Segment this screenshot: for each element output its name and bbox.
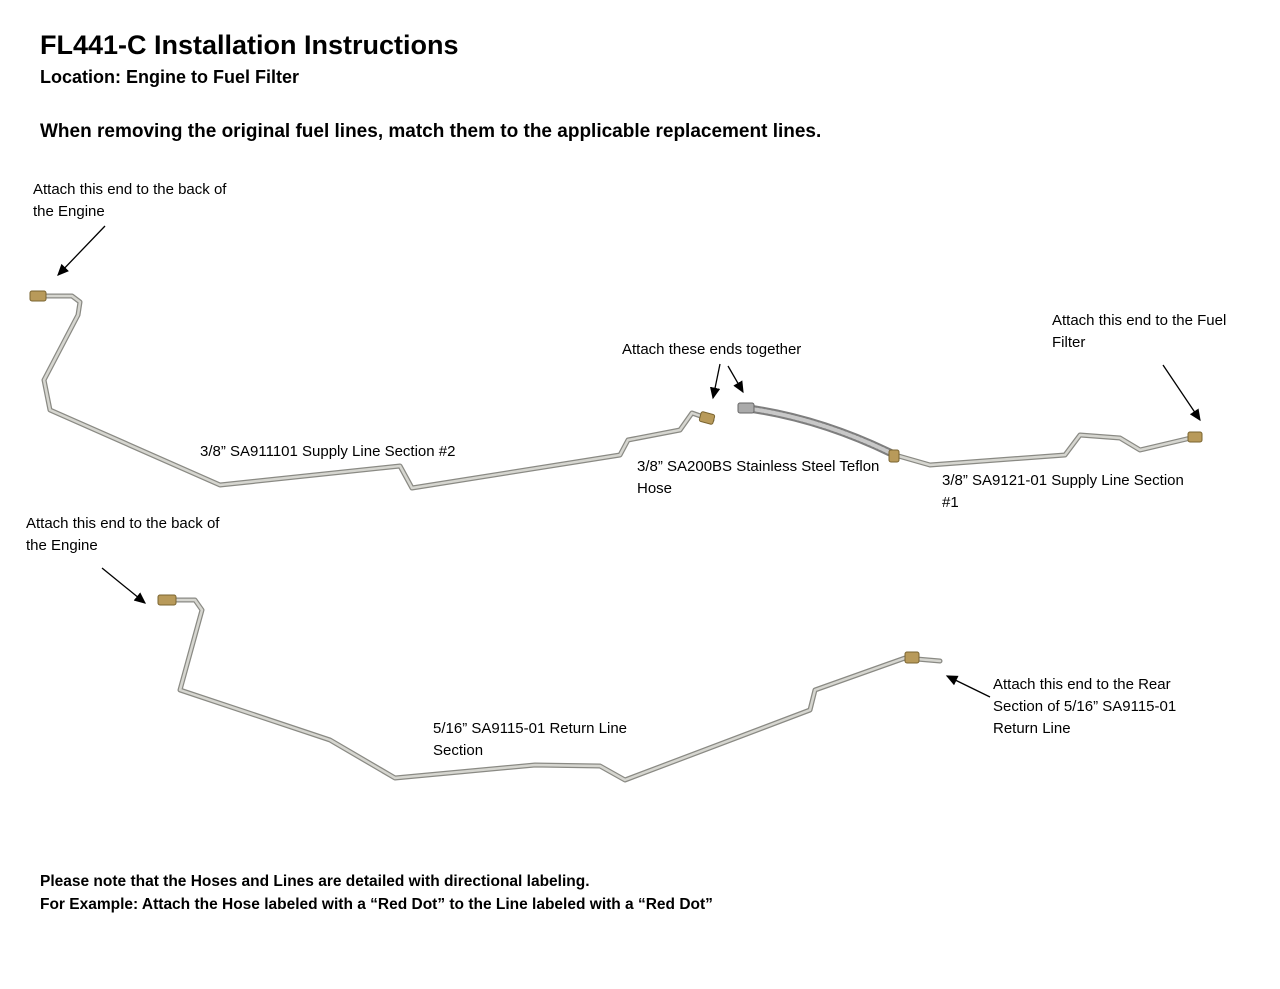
arrow-engine-supply — [57, 225, 106, 276]
label-engine-end-return: Attach this end to the back of the Engin… — [26, 513, 219, 557]
label-return-section: 5/16” SA9115-01 Return Line Section — [433, 718, 627, 762]
label-supply-section-1: 3/8” SA9121-01 Supply Line Section #1 — [942, 470, 1184, 514]
label-line: Return Line — [993, 720, 1071, 737]
label-line: the Engine — [26, 537, 98, 554]
fittings — [29, 290, 1203, 664]
label-line: #1 — [942, 494, 959, 511]
arrow-engine-return — [101, 567, 147, 604]
page-title: FL441-C Installation Instructions — [40, 30, 459, 60]
arrow-rear-section — [945, 675, 991, 698]
label-line: Hose — [637, 480, 673, 497]
label-line: Filter — [1052, 334, 1086, 351]
label-fuel-filter-end: Attach this end to the Fuel Filter — [1052, 310, 1226, 354]
label-line: Attach this end to the back of — [33, 181, 227, 198]
label-line: Attach this end to the Rear — [993, 676, 1171, 693]
label-line: 5/16” SA9115-01 Return Line — [433, 720, 628, 737]
note-red-dot-example: For Example: Attach the Hose labeled wit… — [40, 896, 713, 913]
label-line: Section of 5/16” SA9115-01 — [993, 698, 1177, 715]
label-line: 3/8” SA9121-01 Supply Line Section — [942, 472, 1184, 489]
label-line: the Engine — [33, 203, 105, 220]
arrow-ends-together-right — [727, 365, 744, 394]
stainless-teflon-hose — [741, 404, 899, 459]
label-line: Attach this end to the back of — [26, 515, 220, 532]
label-line: Section — [433, 742, 484, 759]
label-hose: 3/8” SA200BS Stainless Steel Teflon Hose — [637, 456, 879, 500]
location-subtitle: Location: Engine to Fuel Filter — [40, 67, 299, 87]
label-engine-end-supply: Attach this end to the back of the Engin… — [33, 179, 226, 223]
note-directional-labeling: Please note that the Hoses and Lines are… — [40, 873, 590, 890]
instruction-text: When removing the original fuel lines, m… — [40, 121, 822, 142]
label-line: 3/8” SA200BS Stainless Steel Teflon — [637, 458, 880, 475]
arrow-ends-together-left — [710, 363, 721, 400]
supply-line-section-1 — [892, 432, 1198, 468]
label-line: Attach this end to the Fuel — [1052, 312, 1227, 329]
label-supply-section-2: 3/8” SA911101 Supply Line Section #2 — [200, 443, 456, 460]
label-rear-section-end: Attach this end to the Rear Section of 5… — [993, 674, 1176, 740]
label-ends-together: Attach these ends together — [622, 341, 802, 358]
arrow-fuel-filter — [1162, 364, 1201, 422]
